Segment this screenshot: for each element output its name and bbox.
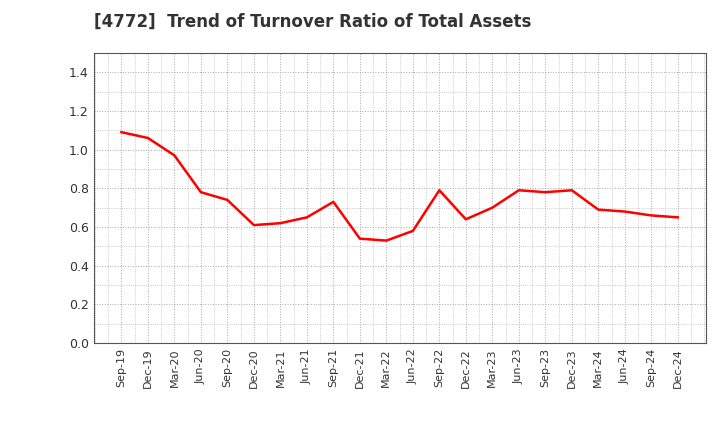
Text: [4772]  Trend of Turnover Ratio of Total Assets: [4772] Trend of Turnover Ratio of Total … [94, 13, 531, 31]
